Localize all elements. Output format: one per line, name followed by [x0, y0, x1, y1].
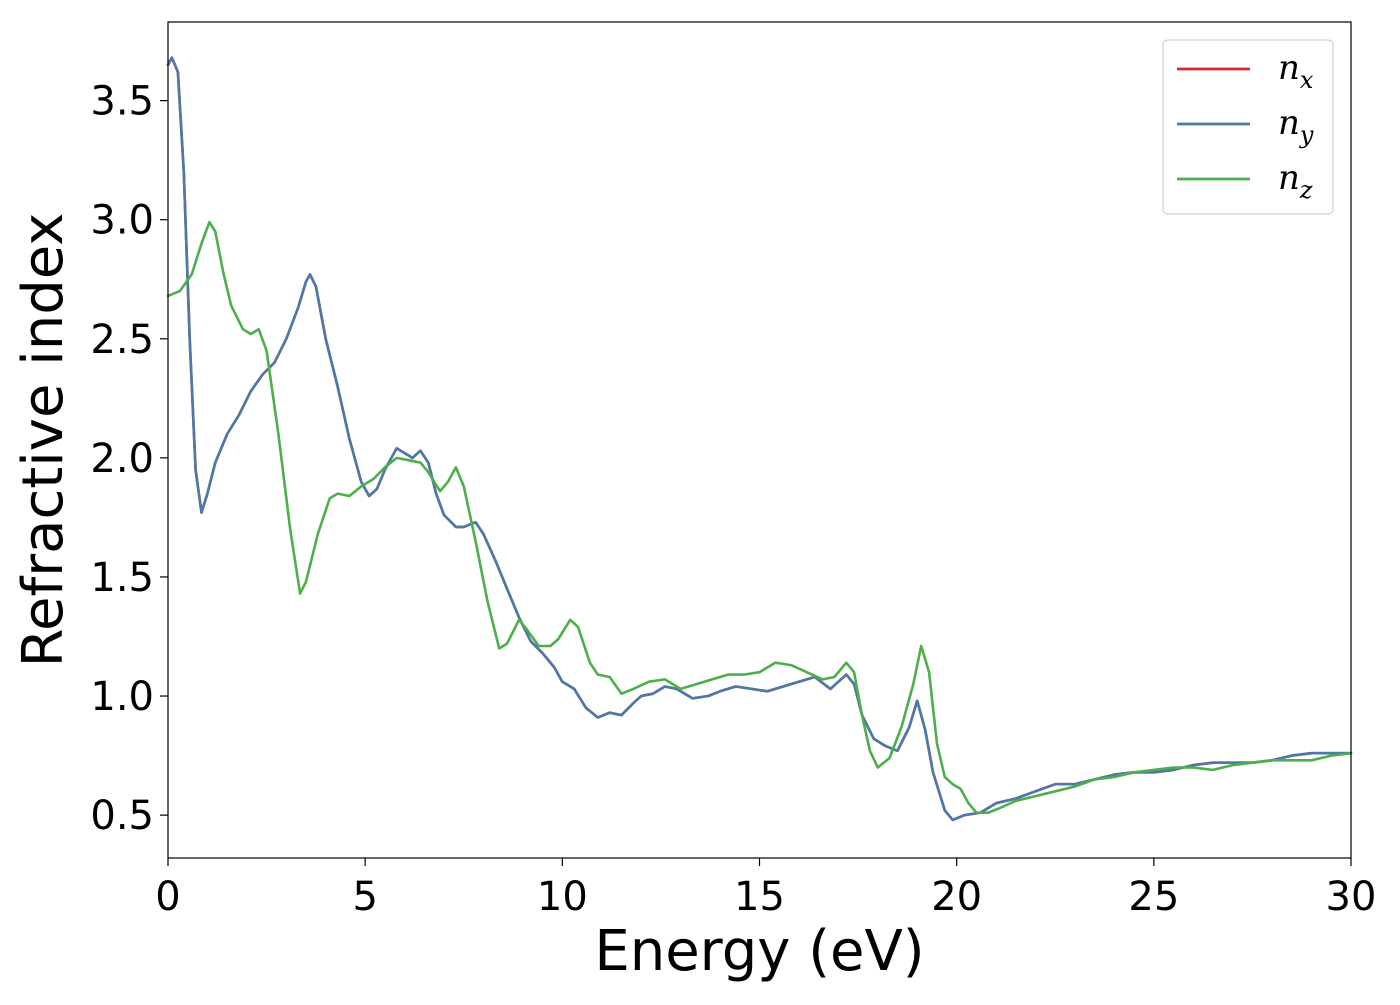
x-tick-label: 30	[1326, 874, 1377, 920]
x-tick-label: 10	[537, 874, 588, 920]
y-tick-label: 0.5	[90, 793, 154, 839]
y-tick-label: 2.0	[90, 436, 154, 482]
legend-label-nz: nz	[1278, 158, 1313, 204]
legend-label-ny: ny	[1278, 103, 1314, 149]
series-line-nz	[166, 220, 1353, 814]
x-tick-label: 5	[352, 874, 377, 920]
x-tick-label: 15	[734, 874, 785, 920]
legend-box	[1162, 39, 1334, 215]
legend: nx ny nz	[1162, 39, 1334, 215]
x-axis-label: Energy (eV)	[594, 919, 924, 984]
y-tick-label: 2.5	[90, 317, 154, 363]
y-axis-label: Refractive index	[11, 213, 76, 668]
series-layer	[166, 56, 1353, 822]
y-tick-label: 1.5	[90, 555, 154, 601]
legend-label-nx: nx	[1278, 48, 1314, 94]
x-tick-label: 20	[931, 874, 982, 920]
y-tick-label: 1.0	[90, 674, 154, 720]
x-tick-label: 0	[155, 874, 180, 920]
x-tick-label: 25	[1128, 874, 1179, 920]
ticks-layer: 0 5 10 15 20 25 30 0.5 1.0 1.5 2.0 2.5 3.0 3.5	[90, 79, 1376, 920]
y-tick-label: 3.5	[90, 79, 154, 125]
series-line-ny	[166, 56, 1353, 822]
y-tick-label: 3.0	[90, 198, 154, 244]
